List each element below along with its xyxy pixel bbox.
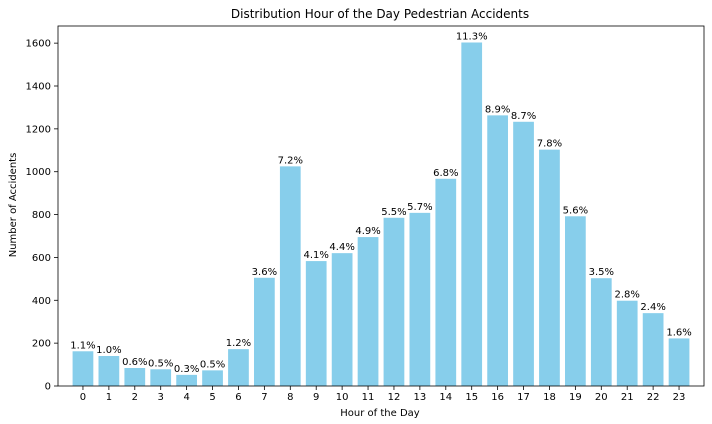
data-label-hour-20: 3.5%	[589, 267, 614, 278]
x-tick-label: 9	[313, 392, 319, 403]
x-tick-label: 19	[569, 392, 582, 403]
plot-area: 1.1% 0 1.0% 1 0.6% 2 0.5% 3 0.3% 4 0.5% 5 1.2% 6 3.6% 7…	[26, 25, 705, 403]
data-label-hour-5: 0.5%	[200, 359, 225, 370]
bar-hour-4	[176, 374, 197, 386]
bar-hour-6	[228, 349, 249, 386]
bar-hour-21	[616, 300, 638, 386]
bar-hour-17	[513, 121, 534, 387]
data-label-hour-10: 4.4%	[329, 242, 354, 253]
data-label-hour-3: 0.5%	[148, 358, 173, 369]
bar-hour-7	[254, 277, 275, 386]
data-label-hour-23: 1.6%	[666, 327, 691, 338]
bar-hour-13	[409, 212, 431, 386]
data-label-hour-8: 7.2%	[278, 155, 303, 166]
x-tick-label: 2	[132, 392, 138, 403]
data-label-hour-14: 6.8%	[433, 168, 458, 179]
data-label-hour-13: 5.7%	[407, 202, 432, 213]
y-tick-label: 200	[32, 339, 51, 350]
x-tick-label: 21	[621, 392, 634, 403]
y-tick-label: 1000	[26, 167, 51, 178]
x-tick-label: 3	[158, 392, 164, 403]
data-label-hour-11: 4.9%	[355, 226, 380, 237]
x-axis-label: Hour of the Day	[340, 408, 420, 419]
x-tick-label: 17	[517, 392, 530, 403]
x-tick-label: 14	[439, 392, 452, 403]
y-tick-label: 1400	[26, 82, 51, 93]
bar-hour-12	[383, 217, 405, 386]
x-tick-label: 0	[80, 392, 86, 403]
bar-hour-2	[124, 368, 146, 386]
y-tick-label: 1600	[26, 39, 51, 50]
bar-hour-9	[305, 261, 327, 386]
y-tick-label: 0	[45, 382, 51, 393]
bar-hour-5	[202, 370, 223, 386]
bar-hour-20	[590, 278, 612, 386]
bar-hour-11	[357, 237, 379, 386]
data-label-hour-6: 1.2%	[226, 338, 251, 349]
x-tick-label: 5	[209, 392, 215, 403]
x-tick-label: 8	[287, 392, 293, 403]
data-label-hour-18: 7.8%	[537, 139, 562, 150]
bar-hour-22	[642, 313, 664, 386]
bar-hour-3	[150, 369, 172, 386]
x-tick-label: 18	[543, 392, 556, 403]
x-tick-label: 11	[362, 392, 375, 403]
bar-hour-16	[487, 115, 508, 386]
x-tick-label: 10	[336, 392, 349, 403]
x-tick-label: 7	[261, 392, 267, 403]
bar-hour-19	[565, 216, 586, 386]
x-tick-label: 1	[106, 392, 112, 403]
y-tick-label: 600	[32, 253, 51, 264]
y-tick-label: 400	[32, 296, 51, 307]
bar-hour-0	[72, 351, 94, 386]
x-tick-label: 16	[491, 392, 504, 403]
data-label-hour-7: 3.6%	[252, 267, 277, 278]
data-label-hour-17: 8.7%	[511, 111, 536, 122]
data-label-hour-1: 1.0%	[96, 345, 121, 356]
bar-hour-10	[331, 253, 353, 386]
data-label-hour-15: 11.3%	[456, 32, 488, 43]
data-label-hour-9: 4.1%	[304, 250, 329, 261]
y-axis-label: Number of Accidents	[8, 153, 19, 258]
data-label-hour-16: 8.9%	[485, 104, 510, 115]
x-tick-label: 12	[388, 392, 401, 403]
data-label-hour-12: 5.5%	[381, 207, 406, 218]
x-tick-label: 22	[647, 392, 660, 403]
x-tick-label: 4	[183, 392, 189, 403]
x-tick-label: 15	[465, 392, 478, 403]
data-label-hour-21: 2.8%	[615, 290, 640, 301]
x-tick-label: 23	[673, 392, 686, 403]
y-tick-label: 800	[32, 210, 51, 221]
bar-hour-1	[98, 356, 120, 386]
data-label-hour-2: 0.6%	[122, 357, 147, 368]
bar-hour-23	[668, 338, 690, 386]
bar-hour-8	[279, 166, 301, 386]
x-tick-label: 13	[414, 392, 427, 403]
plot-frame	[57, 25, 705, 387]
data-label-hour-22: 2.4%	[640, 302, 665, 313]
y-tick-label: 1200	[26, 124, 51, 135]
x-tick-label: 20	[595, 392, 608, 403]
bar-hour-18	[539, 149, 560, 386]
data-label-hour-19: 5.6%	[563, 205, 588, 216]
bar-hour-14	[435, 178, 457, 386]
x-tick-label: 6	[235, 392, 241, 403]
bar-hour-15	[461, 42, 483, 386]
chart-title: Distribution Hour of the Day Pedestrian …	[231, 7, 529, 21]
data-label-hour-0: 1.1%	[70, 340, 95, 351]
data-label-hour-4: 0.3%	[174, 364, 199, 375]
